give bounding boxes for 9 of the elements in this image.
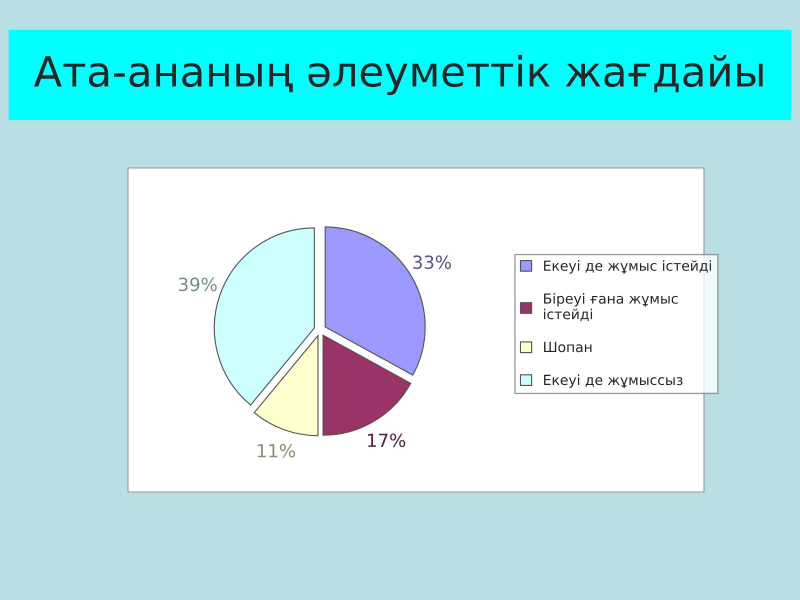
legend-label: Екеуі де жұмыссыз bbox=[544, 374, 682, 388]
chart-title: Ата-ананың әлеуметтік жағдайы bbox=[34, 54, 763, 96]
legend-label: Екеуі де жұмыс істейді bbox=[544, 260, 712, 274]
data-label: 17% bbox=[368, 433, 406, 448]
data-label: 11% bbox=[258, 444, 296, 458]
legend-label: Біреуі ғана жұмыс істейді bbox=[544, 293, 678, 322]
data-label: 33% bbox=[413, 255, 451, 270]
data-label: 39% bbox=[178, 278, 217, 292]
legend-label: Шопан bbox=[544, 342, 592, 352]
